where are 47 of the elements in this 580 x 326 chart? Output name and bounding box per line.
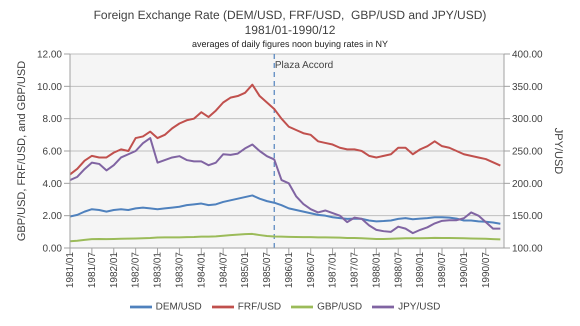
y2-tick-label: 100.00	[512, 244, 544, 255]
x-tick-label: 1985/01	[240, 252, 252, 288]
x-tick-label: 1984/01	[196, 252, 208, 288]
x-tick-label: 1986/07	[306, 252, 317, 288]
legend-label: FRF/USD	[238, 302, 282, 313]
x-tick-label: 1989/07	[437, 252, 448, 288]
legend-label: DEM/USD	[156, 302, 202, 313]
y-tick-label: 0.00	[42, 244, 62, 255]
x-tick-label: 1986/01	[284, 252, 295, 288]
x-tick-label: 1987/07	[350, 252, 361, 288]
x-tick-label: 1982/01	[108, 252, 120, 288]
x-tick-label: 1981/01	[65, 252, 76, 288]
line-series	[70, 84, 502, 176]
chart-subtitle: 1981/01-1990/12	[244, 23, 336, 38]
y-tick-label: 12.00	[36, 50, 62, 61]
chart-title: Foreign Exchange Rate (DEM/USD, FRF/USD, GBP/USD and JPY/USD)	[92, 8, 488, 23]
x-tick-label: 1990/07	[480, 252, 492, 288]
x-tick-label: 1983/07	[174, 252, 186, 288]
x-tick-label: 1989/01	[415, 252, 426, 288]
y-tick-label: 6.00	[42, 146, 62, 158]
y2-tick-label: 300.00	[512, 114, 544, 126]
line-series	[70, 137, 502, 234]
y2-axis-title: JPY/USD	[552, 128, 564, 174]
y-tick-label: 2.00	[42, 211, 62, 222]
y-tick-label: 4.00	[42, 178, 62, 190]
legend-label: GBP/USD	[317, 302, 362, 313]
x-tick-label: 1984/07	[218, 252, 230, 288]
y2-tick-label: 400.00	[512, 50, 544, 61]
x-tick-label: 1982/07	[130, 252, 142, 288]
line-series	[70, 232, 502, 242]
x-tick-label: 1981/07	[86, 252, 98, 288]
y-tick-label: 8.00	[42, 114, 62, 126]
y2-tick-label: 250.00	[512, 146, 544, 158]
x-tick-label: 1987/01	[328, 252, 339, 288]
text: averages of daily figures noon buying rates in NY	[190, 38, 390, 50]
x-tick-label: 1983/01	[152, 252, 164, 288]
y-tick-label: 10.00	[36, 82, 62, 93]
y2-tick-label: 350.00	[512, 82, 544, 93]
ref-line-label: Plaza Accord	[274, 60, 334, 72]
x-tick-label: 1988/01	[371, 252, 382, 288]
y2-tick-label: 150.00	[512, 211, 544, 222]
legend-label: JPY/USD	[398, 302, 440, 313]
x-tick-label: 1988/07	[393, 252, 404, 288]
y-axis-title: GBP/USD, FRF/USD, and GBP/USD	[16, 60, 28, 242]
y2-tick-label: 200.00	[512, 178, 544, 190]
x-tick-label: 1985/07	[262, 252, 274, 288]
x-tick-label: 1990/01	[458, 252, 470, 288]
